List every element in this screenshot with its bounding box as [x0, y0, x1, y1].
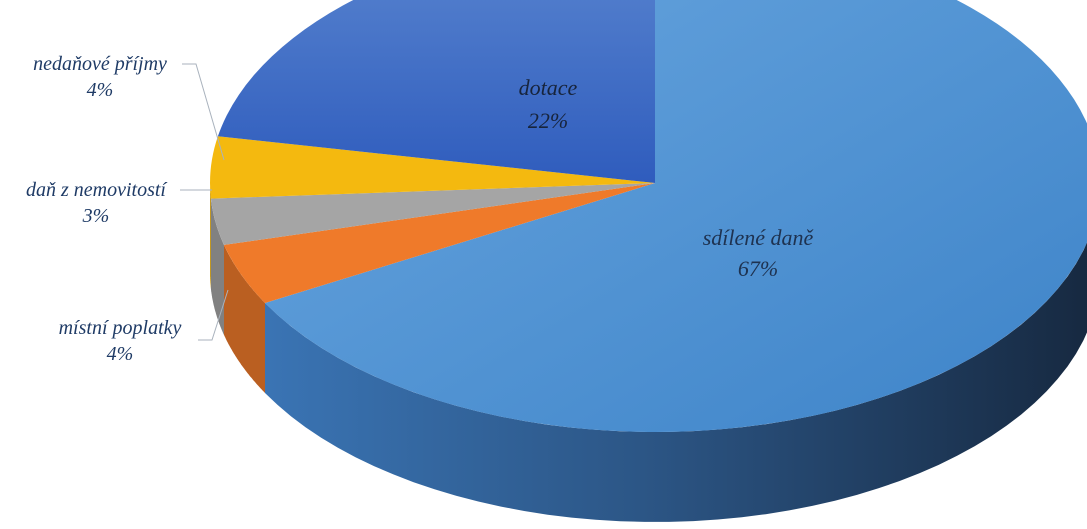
pie-side-3 — [210, 183, 211, 289]
pie-side-2 — [210, 198, 224, 335]
label-mistni-value: 4% — [107, 343, 134, 365]
label-dotace-value: 22% — [528, 108, 568, 133]
pie-side-0 — [265, 242, 1087, 522]
label-sdilene-name: sdílené daně — [703, 225, 814, 250]
pie-slice-1 — [224, 183, 655, 303]
pie-slice-3 — [210, 136, 655, 199]
pie-side-1 — [224, 244, 265, 393]
pie-slice-0 — [265, 0, 1087, 432]
leader-line-nedanove — [182, 63, 225, 161]
label-dotace-name: dotace — [519, 75, 578, 100]
pie-slice-2 — [210, 183, 655, 245]
pie-slice-4 — [217, 0, 655, 183]
label-sdilene-value: 67% — [738, 256, 778, 281]
label-nedanove-value: 4% — [87, 79, 114, 101]
label-dan-name: daň z nemovitostí — [26, 179, 168, 201]
label-dan-value: 3% — [82, 205, 110, 227]
label-mistni-name: místní poplatky — [59, 317, 182, 339]
pie-sides — [210, 183, 1087, 522]
pie-slices — [210, 0, 1087, 432]
leader-line-mistni — [198, 289, 229, 341]
label-nedanove-name: nedaňové příjmy — [33, 53, 167, 75]
